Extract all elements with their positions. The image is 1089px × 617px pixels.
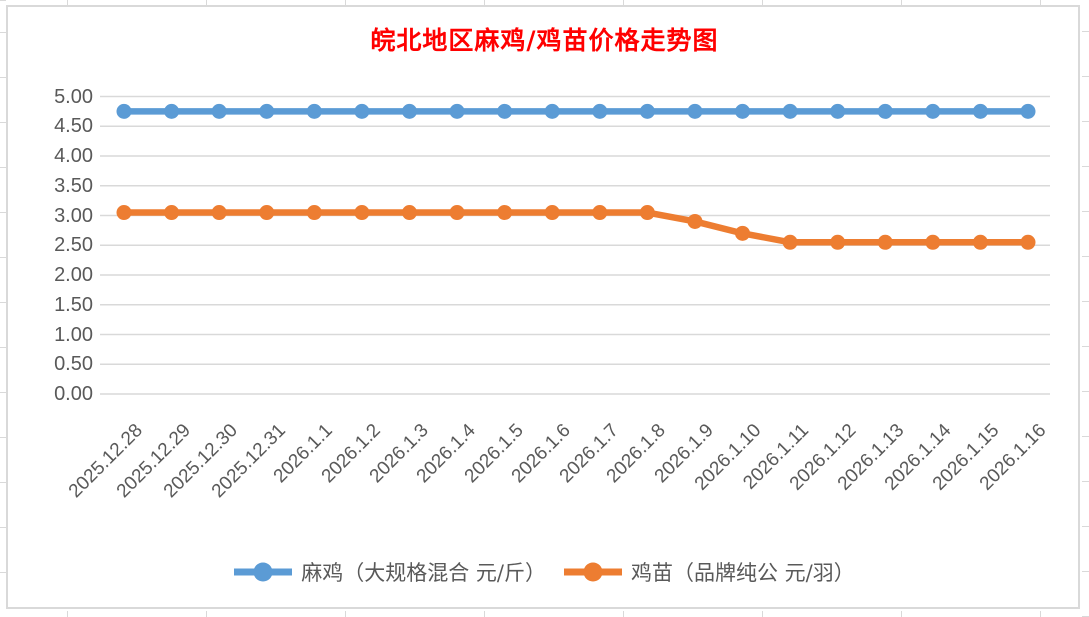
legend-label: 鸡苗（品牌纯公 元/羽）: [631, 561, 855, 585]
data-point: [972, 103, 988, 119]
data-point: [877, 103, 893, 119]
data-point: [1020, 234, 1036, 250]
series-line: [124, 209, 1028, 246]
data-point: [306, 205, 322, 221]
data-point: [544, 205, 560, 221]
data-point: [354, 205, 370, 221]
legend-item: 麻鸡（大规格混合 元/斤）: [234, 557, 546, 587]
y-axis-label: 3.50: [54, 174, 93, 197]
data-point: [164, 103, 180, 119]
y-axis-label: 0.50: [54, 353, 93, 376]
data-point: [925, 234, 941, 250]
data-point: [782, 234, 798, 250]
y-axis-label: 0.00: [54, 383, 93, 405]
data-point: [401, 103, 417, 119]
data-point: [972, 234, 988, 250]
data-point: [449, 103, 465, 119]
data-point: [259, 103, 275, 119]
data-point: [687, 213, 703, 229]
data-point: [401, 205, 417, 221]
data-point: [735, 225, 751, 241]
y-axis-label: 3.00: [54, 204, 93, 227]
y-axis-label: 1.00: [54, 323, 93, 346]
data-point: [639, 205, 655, 221]
data-point: [306, 103, 322, 119]
data-point: [639, 103, 655, 119]
legend-item: 鸡苗（品牌纯公 元/羽）: [564, 557, 855, 587]
data-point: [1020, 103, 1036, 119]
data-point: [116, 205, 132, 221]
data-point: [259, 205, 275, 221]
data-point: [782, 103, 798, 119]
legend-line-marker-icon: [234, 562, 293, 582]
data-point: [354, 103, 370, 119]
y-axis-label: 2.50: [54, 234, 93, 257]
data-point: [211, 205, 227, 221]
data-point: [592, 103, 608, 119]
data-point: [877, 234, 893, 250]
data-point: [164, 205, 180, 221]
chart-border: [6, 5, 1080, 609]
data-point: [687, 103, 703, 119]
y-axis-label: 5.00: [54, 85, 93, 108]
data-point: [544, 103, 560, 119]
legend: 麻鸡（大规格混合 元/斤） 鸡苗（品牌纯公 元/羽）: [0, 552, 1089, 592]
data-point: [592, 205, 608, 221]
y-axis-label: 4.00: [54, 145, 93, 167]
chart-title: 皖北地区麻鸡/鸡苗价格走势图: [370, 26, 719, 55]
data-point: [449, 205, 465, 221]
data-point: [925, 103, 941, 119]
y-axis-label: 2.00: [54, 264, 93, 286]
data-point: [830, 234, 846, 250]
data-point: [830, 103, 846, 119]
legend-line-marker-icon: [564, 562, 622, 582]
data-point: [116, 103, 132, 119]
data-point: [497, 205, 513, 221]
y-axis-label: 4.50: [54, 115, 93, 138]
data-point: [497, 103, 513, 119]
data-point: [735, 103, 751, 119]
y-axis-label: 1.50: [54, 293, 93, 316]
legend-label: 麻鸡（大规格混合 元/斤）: [301, 561, 546, 585]
data-point: [211, 103, 227, 119]
